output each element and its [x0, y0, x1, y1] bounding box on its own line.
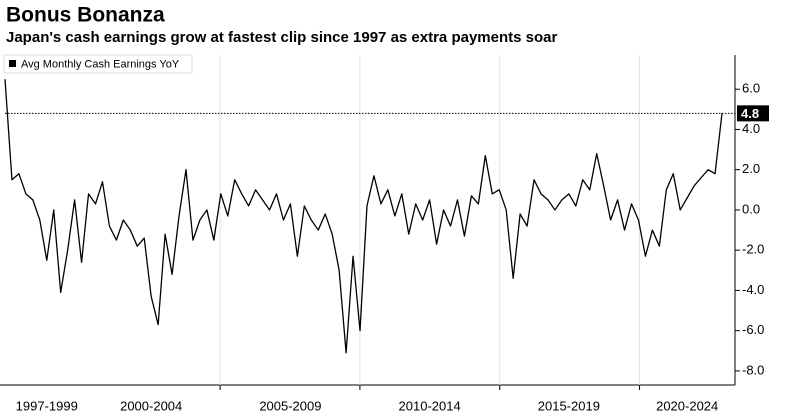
y-tick-label: -8.0 — [742, 362, 764, 377]
y-tick-label: -2.0 — [742, 242, 764, 257]
y-tick-label: 0.0 — [742, 201, 760, 216]
x-tick-label: 2020-2024 — [656, 398, 718, 413]
x-tick-label: 2005-2009 — [259, 398, 321, 413]
chart-title: Bonus Bonanza — [6, 4, 165, 27]
y-tick-label: -6.0 — [742, 322, 764, 337]
x-tick-label: 2010-2014 — [399, 398, 461, 413]
reference-label-box — [737, 105, 769, 122]
x-tick-label: 2000-2004 — [120, 398, 182, 413]
line-series — [4, 79, 723, 354]
y-tick-label: -4.0 — [742, 282, 764, 297]
y-tick-label: 2.0 — [742, 161, 760, 176]
legend-box — [3, 54, 193, 74]
x-tick-label: 2015-2019 — [538, 398, 600, 413]
legend: Avg Monthly Cash Earnings YoY — [3, 54, 193, 74]
legend-swatch — [9, 60, 16, 67]
x-tick-label: 1997-1999 — [16, 398, 78, 413]
chart-subtitle: Japan's cash earnings grow at fastest cl… — [6, 29, 557, 46]
legend-label: Avg Monthly Cash Earnings YoY — [21, 58, 180, 70]
y-tick-label: 4.0 — [742, 121, 760, 136]
reference-label: 4.8 — [741, 106, 759, 121]
y-tick-label: 6.0 — [742, 81, 760, 96]
